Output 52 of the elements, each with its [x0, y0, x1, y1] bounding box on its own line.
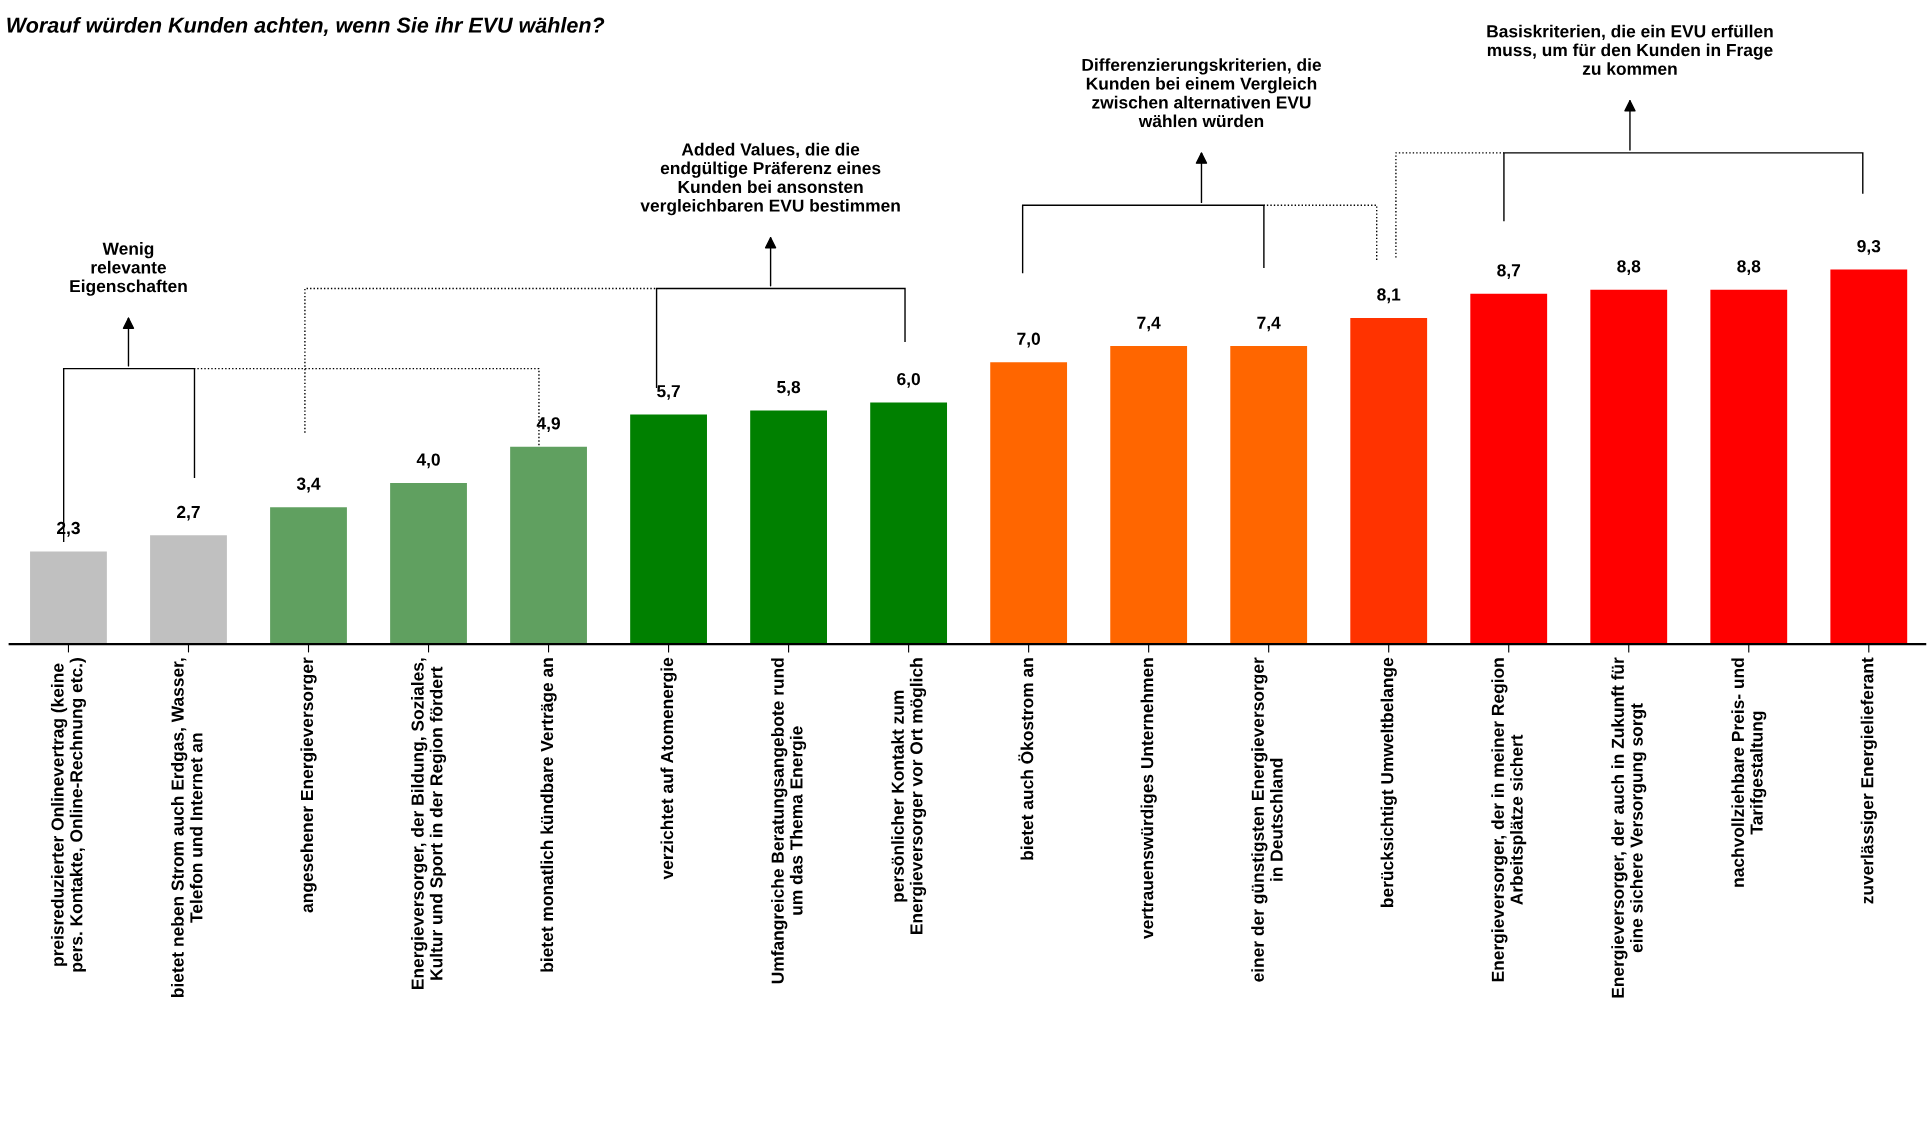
bar: [750, 410, 828, 645]
bar: [150, 535, 227, 645]
data-label: 8,8: [1617, 260, 1641, 275]
data-label: 9,3: [1857, 240, 1881, 255]
x-tick-label: bietet auch Ökostrom an: [1018, 658, 1034, 860]
x-tick-label: Umfangreiche Beratungsangebote rund um das Thema Energie: [771, 658, 807, 984]
x-tick-label: nachvollziehbare Preis- und Tarifgestaltung: [1731, 658, 1767, 887]
bar: [390, 483, 467, 645]
bar: [1470, 293, 1548, 645]
annotation: Wenig relevante Eigenschaften: [70, 242, 187, 296]
bar: [270, 507, 347, 645]
x-tick-label: Energieversorger, der Bildung, Soziales, Kultur und Sport in der Region fördert: [411, 658, 447, 989]
text: Differenzierungskriterien, die Kunden bei einem Vergleich zwischen alternativen EVU wählen würden: [1082, 58, 1321, 128]
x-tick-label: vertrauenswürdiges Unternehmen: [1140, 658, 1157, 939]
x-tick-label: persönlicher Kontakt zum Energieversorger vor Ort möglich: [891, 658, 927, 934]
x-tick-label: verzichtet auf Atomenergie: [660, 657, 677, 880]
bar: [1710, 289, 1788, 645]
data-label: 6,0: [897, 372, 920, 388]
bar: [1590, 289, 1668, 645]
data-label: 2,7: [177, 505, 200, 521]
x-tick-label: zuverlässiger Energielieferant: [1860, 657, 1877, 904]
x-tick-label: Energieversorger, der auch in Zukunft für eine sichere Versorgung sorgt: [1611, 657, 1647, 998]
x-tick-label: bietet monatlich kündbare Verträge an: [540, 658, 557, 972]
data-label: 4,9: [536, 417, 560, 432]
data-label: 5,7: [657, 385, 680, 400]
bar: [990, 362, 1068, 645]
x-tick-label: einer der günstigsten Energieversorger in Deutschland: [1251, 657, 1283, 982]
bar: [630, 414, 707, 645]
x-tick-label: angesehener Energieversorger: [300, 657, 317, 913]
text: Added Values, die die endgültige Präferenz eines Kunden bei ansonsten vergleichbaren EVU bestimmen: [640, 142, 900, 216]
data-label: 3,4: [296, 477, 321, 493]
bar: [30, 551, 107, 645]
text: Basiskriterien, die ein EVU erfüllen muss, um für den Kunden in Frage zu kommen: [1487, 24, 1773, 75]
data-label: 7,4: [1257, 316, 1281, 332]
data-label: 8,7: [1497, 264, 1521, 279]
bar: [870, 402, 948, 645]
x-tick-label: berücksichtigt Umweltbelange: [1380, 657, 1397, 907]
data-label: 8,8: [1737, 260, 1761, 275]
data-label: 8,1: [1377, 288, 1401, 304]
x-tick-label: Energieversorger, der in meiner Region Arbeitsplätze sichert: [1491, 658, 1527, 982]
x-tick-label: preisreduzierter Onlinevertrag (keine pers. Kontakte, Online-Rechnung etc.): [50, 658, 86, 972]
data-label: 4,0: [416, 453, 440, 469]
bar: [1110, 346, 1188, 645]
x-tick-label: bietet neben Strom auch Erdgas, Wasser, Telefon und Internet an: [171, 658, 203, 997]
bar: [1230, 346, 1308, 645]
data-label: 7,4: [1137, 316, 1161, 332]
bar: [1350, 317, 1428, 645]
data-label: 7,0: [1017, 332, 1040, 348]
bar: [510, 446, 587, 645]
chart-title: Worauf würden Kunden achten, wenn Sie ihr EVU wählen?: [7, 16, 605, 36]
data-label: 5,8: [777, 380, 801, 396]
bar: [1830, 269, 1908, 645]
